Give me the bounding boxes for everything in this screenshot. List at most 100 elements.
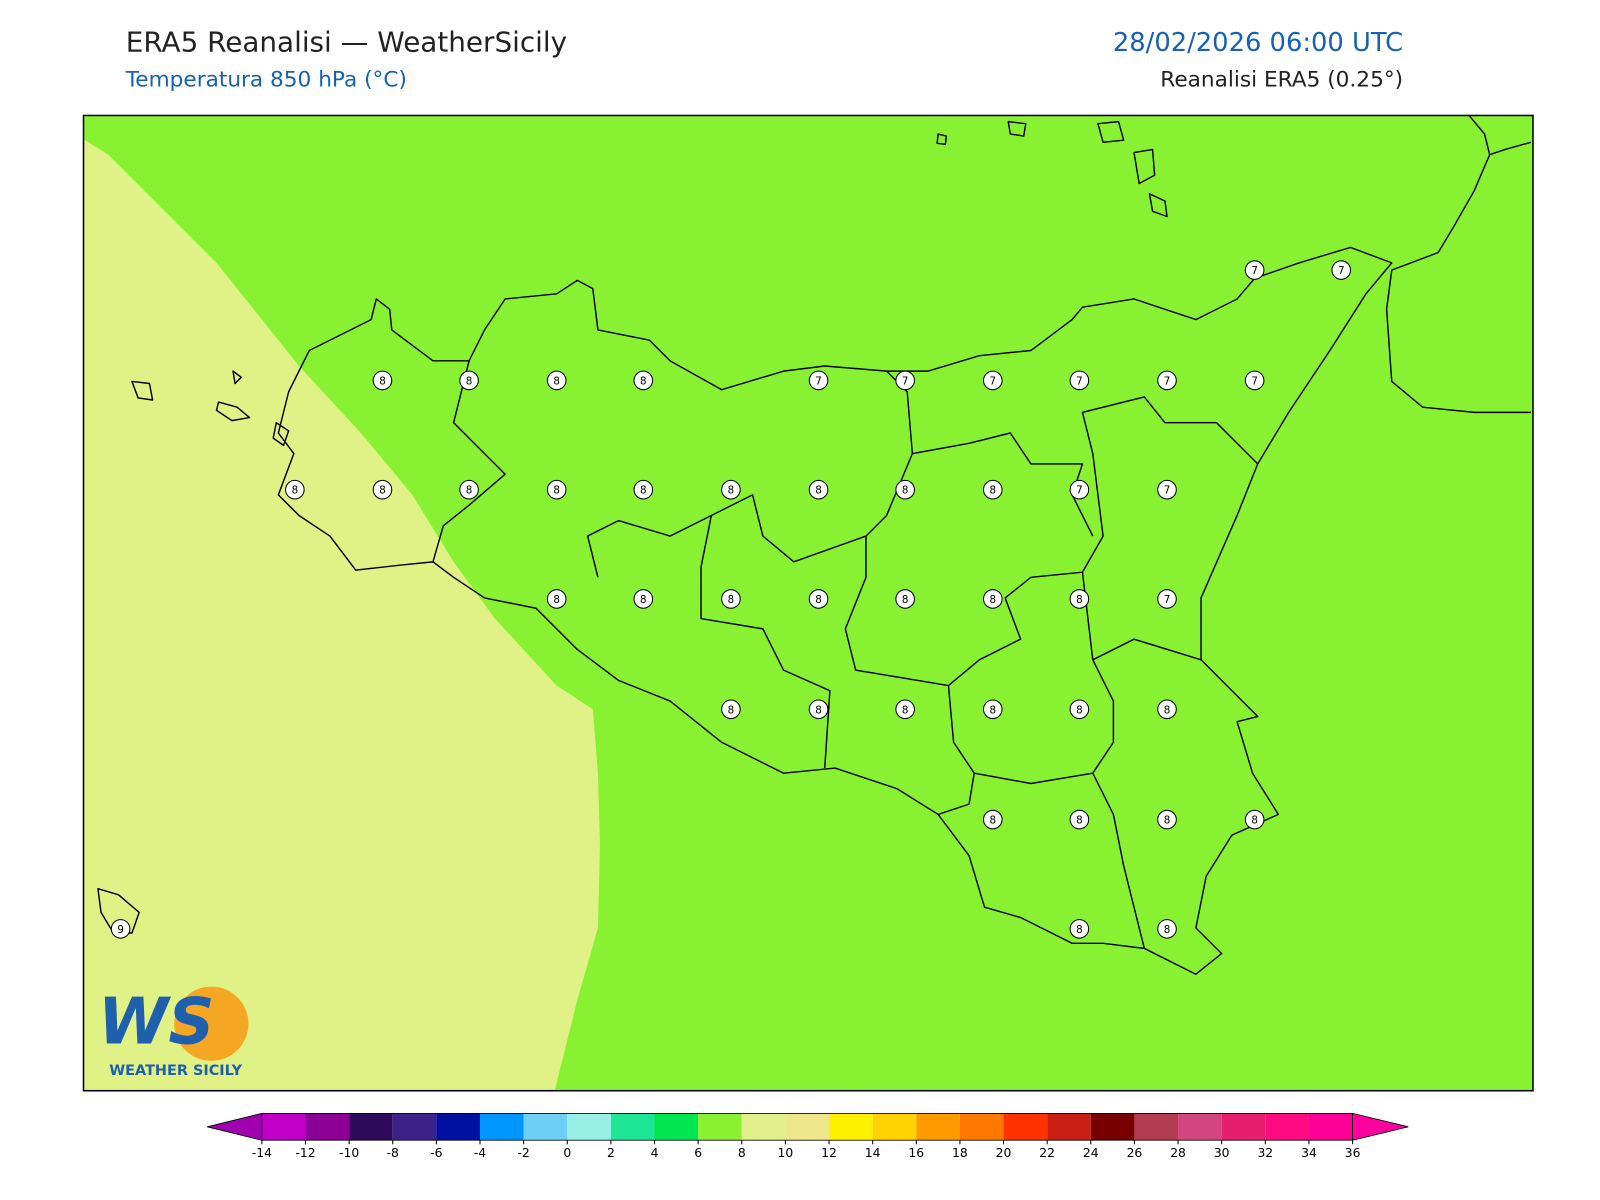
station-value: 8	[640, 594, 647, 606]
colorbar-bin	[305, 1113, 350, 1141]
station-marker	[633, 589, 654, 609]
station-value: 7	[1251, 265, 1258, 277]
colorbar-tick-label: 34	[1301, 1146, 1317, 1160]
station-value: 8	[640, 375, 647, 387]
station-value: 7	[1076, 485, 1083, 497]
station-marker	[721, 589, 741, 609]
colorbar-tick-label: 20	[996, 1146, 1012, 1160]
colorbar-bin	[1003, 1113, 1048, 1141]
colorbar-tick-label: 26	[1127, 1146, 1143, 1160]
station-value: 7	[1251, 375, 1258, 387]
colorbar-bin	[436, 1113, 480, 1141]
colorbar-tick-label: 10	[778, 1146, 794, 1160]
station-value: 8	[553, 594, 560, 606]
station-value: 8	[1076, 815, 1083, 827]
station-value: 7	[902, 375, 909, 387]
station-marker	[285, 479, 305, 500]
station-marker	[633, 370, 654, 391]
logo-sun	[174, 986, 249, 1061]
station-marker	[633, 479, 654, 500]
station-value: 8	[1251, 815, 1258, 827]
colorbar-tick-label: 6	[694, 1146, 702, 1160]
station-marker	[808, 699, 829, 720]
coastline-calabria	[1385, 115, 1532, 414]
station-marker	[1331, 260, 1352, 280]
colorbar-bin	[698, 1113, 742, 1141]
source: Reanalisi ERA5 (0.25°)	[1160, 67, 1403, 92]
station-value: 8	[1076, 704, 1083, 716]
station-marker	[1069, 699, 1090, 720]
station-marker	[895, 699, 915, 720]
islands	[97, 120, 1168, 934]
colorbar-tick-label: 0	[563, 1146, 571, 1160]
station-value: 8	[1164, 704, 1171, 716]
station-value: 8	[990, 485, 997, 497]
colorbar-tick-label: 36	[1345, 1146, 1361, 1160]
station-value: 8	[292, 485, 299, 497]
station-marker	[1069, 370, 1090, 391]
station-value: 8	[902, 485, 909, 497]
station-value: 8	[1164, 815, 1171, 827]
station-layer: 7 7 8 8 8 8 7 7 7 7 7 7 8 8 8 8 8 8 8 8 8 7 7 8 8 8 8 8 8 8 7 8 8 8 8 8 8 8 8 8…	[110, 260, 1352, 939]
colorbar-bin	[1134, 1113, 1179, 1141]
station-value: 8	[553, 375, 560, 387]
station-marker	[110, 919, 131, 939]
colorbar-bin	[392, 1113, 437, 1141]
map-frame	[82, 114, 1534, 1092]
station-value: 8	[466, 375, 473, 387]
colorbar-bin	[829, 1113, 873, 1141]
station-value: 7	[1164, 594, 1171, 606]
colorbar-bin	[872, 1113, 917, 1141]
station-value: 7	[1076, 375, 1083, 387]
province-borders	[432, 360, 1259, 949]
station-value: 8	[815, 485, 822, 497]
station-marker	[808, 479, 829, 500]
station-marker	[808, 589, 829, 609]
station-marker	[982, 809, 1003, 830]
station-value: 8	[990, 704, 997, 716]
colorbar-tick-label: -2	[517, 1146, 529, 1160]
station-marker	[895, 370, 915, 391]
station-marker	[1157, 370, 1177, 391]
station-marker	[1069, 589, 1090, 609]
colorbar-under	[207, 1112, 263, 1141]
station-value: 8	[1076, 594, 1083, 606]
colorbar-tick-label: -8	[387, 1146, 399, 1160]
station-value: 8	[990, 594, 997, 606]
station-marker	[1069, 919, 1090, 939]
colorbar-tick-label: -10	[339, 1146, 359, 1160]
colorbar-bin	[785, 1113, 830, 1141]
colorbar-tick-label: 24	[1083, 1146, 1099, 1160]
station-marker	[1157, 479, 1177, 500]
datetime: 28/02/2026 06:00 UTC	[1113, 28, 1403, 58]
title: ERA5 Reanalisi — WeatherSicily	[126, 25, 567, 58]
station-marker	[1244, 809, 1265, 830]
colorbar-tick-label: 16	[908, 1146, 924, 1160]
colorbar-bin	[1090, 1113, 1135, 1141]
station-marker	[1157, 699, 1177, 720]
station-value: 8	[379, 375, 386, 387]
station-marker	[459, 370, 479, 391]
colorbar-tick-label: -14	[252, 1146, 272, 1160]
colorbar-tick-label: 14	[865, 1146, 881, 1160]
colorbar-tick-label: 4	[651, 1146, 659, 1160]
station-value: 7	[1164, 375, 1171, 387]
station-value: 8	[553, 485, 560, 497]
station-marker	[895, 589, 915, 609]
subtitle: Temperatura 850 hPa (°C)	[125, 67, 407, 92]
station-value: 8	[815, 594, 822, 606]
station-marker	[372, 370, 393, 391]
colorbar-bin	[741, 1113, 786, 1141]
colorbar-bin	[349, 1113, 393, 1141]
station-marker	[546, 589, 567, 609]
colorbar-bin	[523, 1113, 568, 1141]
station-value: 8	[640, 485, 647, 497]
station-value: 8	[902, 704, 909, 716]
colorbar-tick-label: 28	[1170, 1146, 1186, 1160]
colorbar-bin	[654, 1113, 699, 1141]
colorbar-tick-label: 30	[1214, 1146, 1230, 1160]
colorbar-bin	[1047, 1113, 1091, 1141]
colorbar: -14 -12 -10 -8 -6 -4 -2 0 2 4 6 8 10 12 14 16 18 20 22 24 26…	[207, 1112, 1409, 1160]
station-value: 7	[1164, 485, 1171, 497]
